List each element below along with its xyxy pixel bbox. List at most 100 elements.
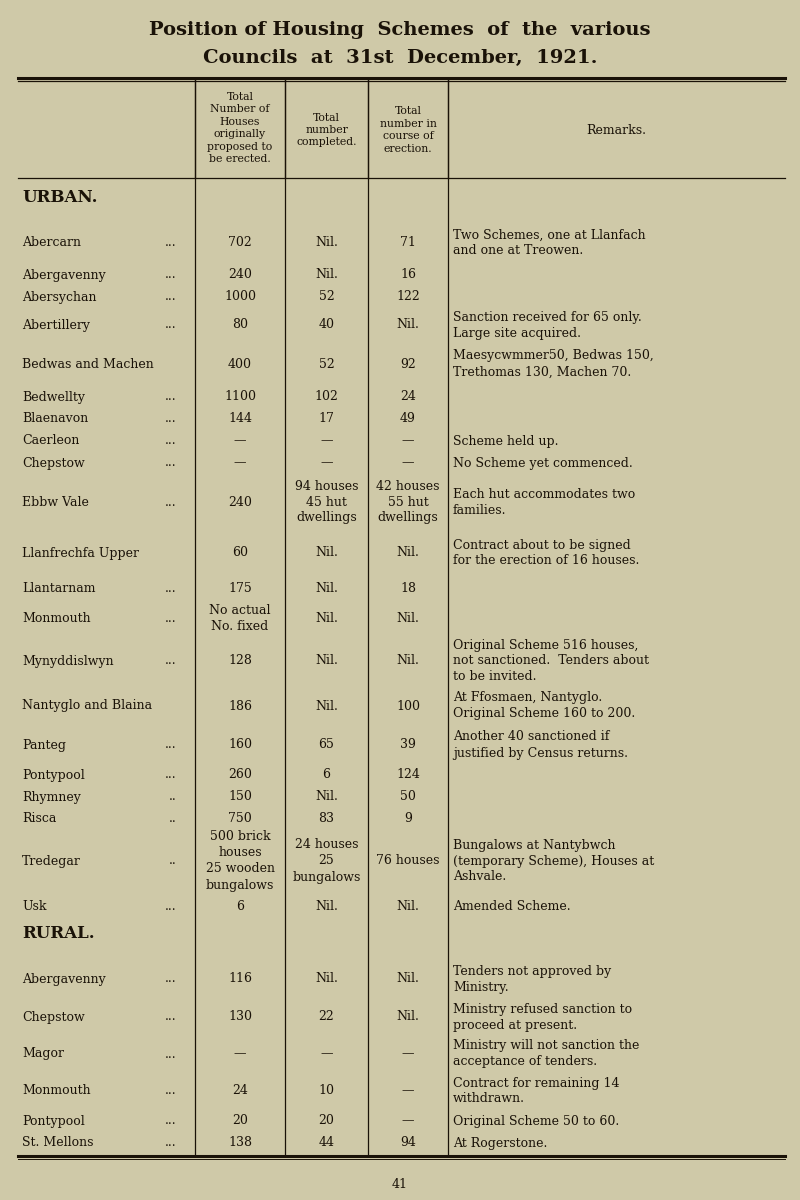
Text: Contract about to be signed
for the erection of 16 houses.: Contract about to be signed for the erec… [453,539,639,568]
Text: —: — [234,456,246,469]
Text: 94: 94 [400,1136,416,1150]
Text: ...: ... [166,290,177,304]
Text: Chepstow: Chepstow [22,1010,85,1024]
Text: 18: 18 [400,582,416,595]
Text: 39: 39 [400,738,416,751]
Text: Caerleon: Caerleon [22,434,79,448]
Text: Panteg: Panteg [22,738,66,751]
Text: Magor: Magor [22,1048,64,1061]
Text: Tenders not approved by
Ministry.: Tenders not approved by Ministry. [453,965,611,994]
Text: At Ffosmaen, Nantyglo.
Original Scheme 160 to 200.: At Ffosmaen, Nantyglo. Original Scheme 1… [453,691,635,720]
Text: ...: ... [166,972,177,985]
Text: —: — [234,434,246,448]
Text: Another 40 sanctioned if
justified by Census returns.: Another 40 sanctioned if justified by Ce… [453,731,628,760]
Text: Abergavenny: Abergavenny [22,269,106,282]
Text: 122: 122 [396,290,420,304]
Text: —: — [402,1115,414,1128]
Text: Nil.: Nil. [315,700,338,713]
Text: Bedwas and Machen: Bedwas and Machen [22,358,154,371]
Text: 400: 400 [228,358,252,371]
Text: St. Mellons: St. Mellons [22,1136,94,1150]
Text: Nil.: Nil. [397,654,419,667]
Text: Nil.: Nil. [315,654,338,667]
Text: Contract for remaining 14
withdrawn.: Contract for remaining 14 withdrawn. [453,1076,619,1105]
Text: Monmouth: Monmouth [22,1085,90,1098]
Text: Mynyddislwyn: Mynyddislwyn [22,654,114,667]
Text: —: — [320,456,333,469]
Text: 6: 6 [236,900,244,912]
Text: Pontypool: Pontypool [22,1115,85,1128]
Text: ...: ... [166,654,177,667]
Text: —: — [402,456,414,469]
Text: Chepstow: Chepstow [22,456,85,469]
Text: Nil.: Nil. [315,269,338,282]
Text: ...: ... [166,236,177,250]
Text: Abertillery: Abertillery [22,318,90,331]
Text: Ebbw Vale: Ebbw Vale [22,496,89,509]
Text: 240: 240 [228,269,252,282]
Text: 60: 60 [232,546,248,559]
Text: ...: ... [166,390,177,403]
Text: 128: 128 [228,654,252,667]
Text: Abergavenny: Abergavenny [22,972,106,985]
Text: 16: 16 [400,269,416,282]
Text: 24: 24 [400,390,416,403]
Text: ...: ... [166,768,177,781]
Text: 175: 175 [228,582,252,595]
Text: Total
Number of
Houses
originally
proposed to
be erected.: Total Number of Houses originally propos… [207,92,273,164]
Text: Monmouth: Monmouth [22,612,90,625]
Text: 65: 65 [318,738,334,751]
Text: ..: .. [170,854,177,868]
Text: 100: 100 [396,700,420,713]
Text: Nil.: Nil. [315,582,338,595]
Text: 52: 52 [318,358,334,371]
Text: Nil.: Nil. [397,900,419,912]
Text: Rhymney: Rhymney [22,791,81,804]
Text: Abercarn: Abercarn [22,236,81,250]
Text: 500 brick
houses
25 wooden
bungalows: 500 brick houses 25 wooden bungalows [206,830,274,892]
Text: —: — [320,1048,333,1061]
Text: 24: 24 [232,1085,248,1098]
Text: Two Schemes, one at Llanfach
and one at Treowen.: Two Schemes, one at Llanfach and one at … [453,228,646,258]
Text: 83: 83 [318,812,334,826]
Text: Total
number
completed.: Total number completed. [296,113,357,148]
Text: ...: ... [166,612,177,625]
Text: 10: 10 [318,1085,334,1098]
Text: ...: ... [166,1048,177,1061]
Text: Ministry will not sanction the
acceptance of tenders.: Ministry will not sanction the acceptanc… [453,1039,639,1068]
Text: 116: 116 [228,972,252,985]
Text: Nil.: Nil. [397,546,419,559]
Text: 1100: 1100 [224,390,256,403]
Text: 40: 40 [318,318,334,331]
Text: 150: 150 [228,791,252,804]
Text: Nil.: Nil. [397,1010,419,1024]
Text: Nil.: Nil. [315,612,338,625]
Text: ..: .. [170,812,177,826]
Text: At Rogerstone.: At Rogerstone. [453,1136,547,1150]
Text: ...: ... [166,318,177,331]
Text: 49: 49 [400,413,416,426]
Text: Councils  at  31st  December,  1921.: Councils at 31st December, 1921. [202,49,598,67]
Text: No Scheme yet commenced.: No Scheme yet commenced. [453,456,633,469]
Text: —: — [234,1048,246,1061]
Text: Nil.: Nil. [315,791,338,804]
Text: Nil.: Nil. [315,236,338,250]
Text: 52: 52 [318,290,334,304]
Text: 24 houses
25
bungalows: 24 houses 25 bungalows [292,839,361,883]
Text: 750: 750 [228,812,252,826]
Text: 186: 186 [228,700,252,713]
Text: ...: ... [166,1115,177,1128]
Text: Position of Housing  Schemes  of  the  various: Position of Housing Schemes of the vario… [150,20,650,38]
Text: 124: 124 [396,768,420,781]
Text: —: — [402,434,414,448]
Text: ...: ... [166,1085,177,1098]
Text: 50: 50 [400,791,416,804]
Text: 17: 17 [318,413,334,426]
Text: 138: 138 [228,1136,252,1150]
Text: 44: 44 [318,1136,334,1150]
Text: 80: 80 [232,318,248,331]
Text: 6: 6 [322,768,330,781]
Text: Pontypool: Pontypool [22,768,85,781]
Text: Risca: Risca [22,812,56,826]
Text: 41: 41 [392,1178,408,1192]
